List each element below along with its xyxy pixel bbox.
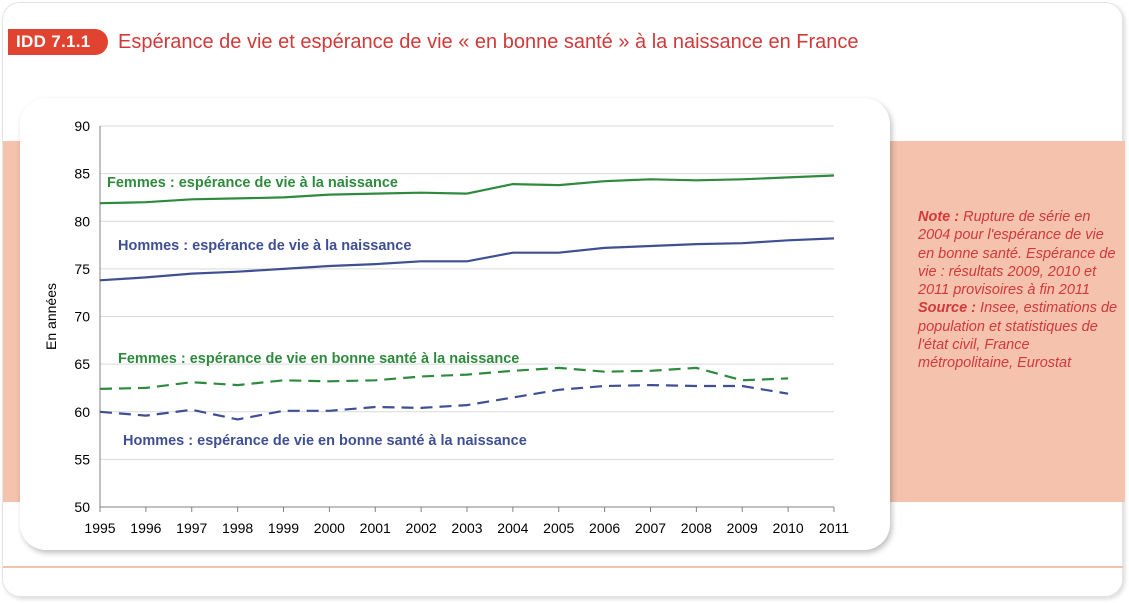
source-label: Source : <box>918 300 977 317</box>
series-label-3: Femmes : espérance de vie en bonne santé… <box>118 351 519 367</box>
x-tick-label: 1995 <box>84 520 115 536</box>
x-tick-label: 2005 <box>543 520 574 536</box>
y-tick-label: 55 <box>74 451 90 467</box>
note-label: Note : <box>918 209 960 225</box>
x-tick-label: 2010 <box>773 520 804 536</box>
x-tick-label: 2008 <box>681 520 712 536</box>
series-labels: Femmes : espérance de vie à la naissance… <box>107 175 527 449</box>
x-tick-label: 2003 <box>451 520 482 536</box>
x-tick-label: 2004 <box>497 520 528 536</box>
series-label-4: Hommes : espérance de vie en bonne santé… <box>123 433 527 449</box>
indicator-badge: IDD 7.1.1 <box>8 29 108 55</box>
x-tick-label: 1999 <box>268 520 299 536</box>
x-tick-label: 2011 <box>819 520 849 536</box>
x-tick-label: 2009 <box>727 520 758 536</box>
axes: 50 55 60 65 70 75 80 85 90 1995 1996 1997 1998 1999 20… <box>43 118 849 536</box>
y-tick-label: 90 <box>74 118 90 134</box>
gridlines <box>100 125 834 460</box>
y-tick-label: 85 <box>74 166 90 182</box>
y-tick-label: 80 <box>74 213 90 229</box>
bottom-divider <box>3 566 1123 568</box>
y-tick-label: 75 <box>74 261 90 277</box>
x-tick-label: 1998 <box>222 520 253 536</box>
series-label-1: Femmes : espérance de vie à la naissance <box>107 175 398 191</box>
chart: 50 55 60 65 70 75 80 85 90 1995 1996 1997 1998 1999 20… <box>43 118 849 536</box>
series-line-2 <box>99 237 835 282</box>
y-tick-label: 65 <box>74 356 90 372</box>
x-tick-label: 2007 <box>635 520 666 536</box>
series-label-2: Hommes : espérance de vie à la naissance <box>118 238 411 254</box>
y-tick-label: 70 <box>74 309 90 325</box>
chart-card: 50 55 60 65 70 75 80 85 90 1995 1996 1997 1998 1999 20… <box>20 98 890 550</box>
x-tick-label: 1997 <box>176 520 207 536</box>
y-tick-label: 60 <box>74 404 90 420</box>
series-line-1 <box>99 174 835 205</box>
series <box>99 174 835 421</box>
x-tick-label: 2000 <box>314 520 345 536</box>
x-tick-label: 1996 <box>130 520 161 536</box>
source-text: Insee, estimations de population et stat… <box>918 300 1118 372</box>
x-tick-label: 2002 <box>406 520 437 536</box>
y-axis-title: En années <box>43 283 59 350</box>
x-tick-label: 2006 <box>589 520 620 536</box>
page-title: Espérance de vie et espérance de vie « e… <box>118 31 859 53</box>
y-tick-label: 50 <box>74 499 90 515</box>
x-tick-label: 2001 <box>360 520 391 536</box>
note-box: Note : Rupture de série en 2004 pour l'e… <box>918 208 1118 373</box>
series-line-4 <box>99 384 789 421</box>
series-line-3 <box>99 366 789 390</box>
note-text: Rupture de série en 2004 pour l'espéranc… <box>918 209 1116 299</box>
